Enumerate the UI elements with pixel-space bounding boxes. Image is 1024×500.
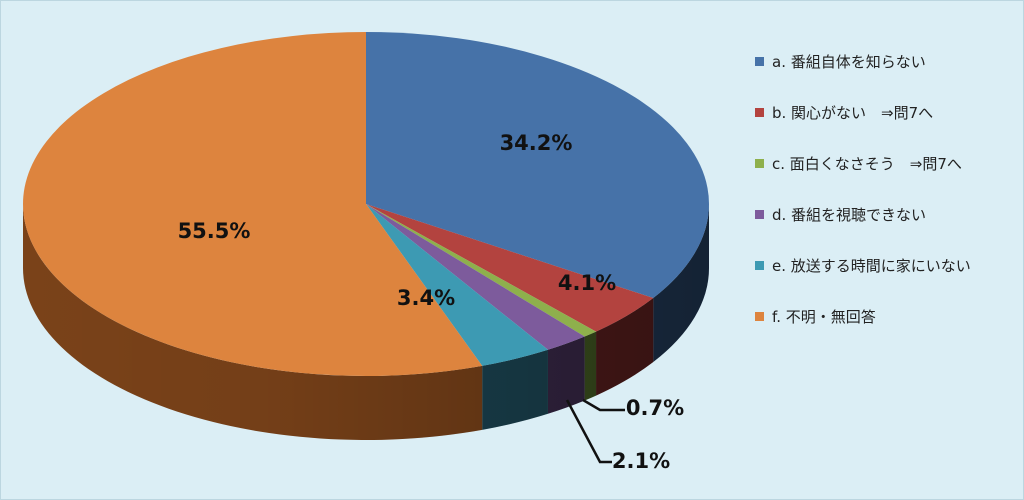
- pie-slice-d: [366, 204, 585, 350]
- data-label-e: 3.4%: [397, 286, 455, 310]
- legend-label: d. 番組を視聴できない: [772, 205, 927, 224]
- legend-swatch-icon: [755, 158, 764, 168]
- legend-label: b. 関心がない ⇒問7へ: [772, 103, 934, 122]
- pie-slice-e: [366, 204, 548, 366]
- legend-item-d: d. 番組を視聴できない: [755, 203, 926, 225]
- pie-labels: 34.2% 4.1% 0.7% 2.1% 3.4% 55.5%: [178, 131, 685, 473]
- legend-item-c: c. 面白くなさそう ⇒問7へ: [755, 152, 962, 174]
- data-label-a: 34.2%: [500, 131, 573, 155]
- legend-item-a: a. 番組自体を知らない: [755, 50, 926, 72]
- legend-label: a. 番組自体を知らない: [772, 52, 926, 71]
- pie-side-shade: [23, 204, 709, 440]
- leader-line-c: [582, 398, 625, 412]
- legend-swatch-icon: [755, 56, 764, 66]
- pie-slice-c: [366, 204, 597, 337]
- pie-slice-a: [366, 32, 709, 298]
- data-label-f: 55.5%: [178, 219, 251, 243]
- legend-item-f: f. 不明・無回答: [755, 305, 876, 327]
- legend-swatch-icon: [755, 260, 764, 270]
- pie-slice-b: [366, 204, 654, 332]
- pie-tops: [22, 32, 709, 376]
- legend-item-e: e. 放送する時間に家にいない: [755, 254, 971, 276]
- data-label-c: 0.7%: [626, 396, 684, 420]
- legend-label: e. 放送する時間に家にいない: [772, 256, 971, 275]
- data-label-b: 4.1%: [558, 271, 616, 295]
- legend-swatch-icon: [755, 107, 764, 117]
- leader-line-d: [565, 399, 612, 464]
- legend-label: c. 面白くなさそう ⇒問7へ: [772, 154, 962, 173]
- legend-swatch-icon: [755, 209, 764, 219]
- pie-slice-f: [22, 32, 483, 376]
- legend-swatch-icon: [755, 311, 764, 321]
- pie-sides: [23, 204, 709, 440]
- legend-item-b: b. 関心がない ⇒問7へ: [755, 101, 933, 123]
- legend-label: f. 不明・無回答: [772, 307, 876, 326]
- data-label-d: 2.1%: [612, 449, 670, 473]
